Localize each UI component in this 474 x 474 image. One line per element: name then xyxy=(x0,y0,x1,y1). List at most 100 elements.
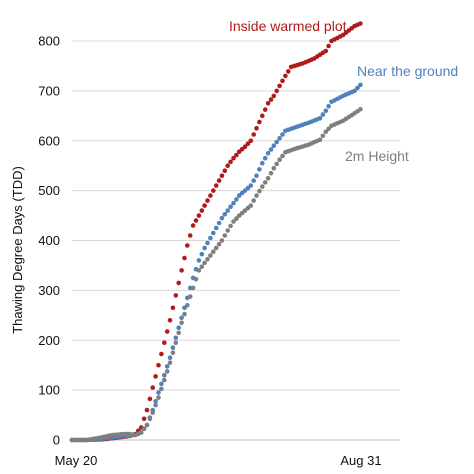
data-point xyxy=(202,260,207,266)
data-point xyxy=(248,138,254,144)
data-point xyxy=(260,160,265,166)
data-point xyxy=(265,175,271,181)
data-point xyxy=(205,256,210,262)
data-point xyxy=(167,355,173,361)
gridlines xyxy=(72,40,400,391)
data-point xyxy=(153,402,158,408)
data-point xyxy=(262,155,268,161)
y-tick-label: 400 xyxy=(38,233,60,248)
data-point xyxy=(280,153,285,159)
data-point xyxy=(187,294,193,299)
data-point xyxy=(245,141,251,146)
data-point xyxy=(228,223,233,229)
data-point xyxy=(228,204,233,210)
data-point xyxy=(185,303,190,308)
data-point xyxy=(326,104,331,109)
data-point xyxy=(164,369,170,374)
data-point xyxy=(317,137,323,143)
data-point xyxy=(176,325,181,331)
series-label-2m-height: 2m Height xyxy=(345,148,409,164)
data-point xyxy=(173,335,179,341)
data-point xyxy=(144,422,150,428)
data-point xyxy=(358,21,363,26)
data-point xyxy=(355,85,360,91)
data-point xyxy=(182,255,187,261)
data-point xyxy=(260,184,265,189)
data-point xyxy=(211,188,216,193)
data-point xyxy=(208,253,213,258)
data-point xyxy=(225,163,230,168)
data-point xyxy=(170,305,176,311)
data-point xyxy=(147,396,153,402)
data-point xyxy=(271,93,277,99)
data-point xyxy=(196,258,202,263)
data-point xyxy=(213,245,219,251)
data-point xyxy=(164,329,170,334)
data-point xyxy=(222,212,228,217)
data-point xyxy=(254,173,259,178)
data-point xyxy=(162,372,167,378)
data-point xyxy=(231,155,236,161)
data-point xyxy=(265,150,271,156)
data-point xyxy=(251,198,256,203)
data-point xyxy=(170,350,176,356)
data-point xyxy=(208,193,213,198)
data-point xyxy=(213,225,219,231)
series-label-inside-warmed-plot: Inside warmed plot xyxy=(229,18,347,34)
data-point xyxy=(283,73,288,79)
data-point xyxy=(179,268,184,273)
data-point xyxy=(173,293,179,298)
series-label-near-the-ground: Near the ground xyxy=(357,63,458,79)
x-tick-label: May 20 xyxy=(55,453,98,468)
data-point xyxy=(317,116,323,121)
data-point xyxy=(248,183,254,188)
y-tick-label: 200 xyxy=(38,333,60,348)
data-point xyxy=(153,399,158,404)
y-tick-label: 600 xyxy=(38,133,60,148)
data-point xyxy=(225,228,230,233)
data-point xyxy=(251,132,256,137)
data-point xyxy=(280,132,285,137)
data-point xyxy=(222,233,228,238)
data-point xyxy=(164,364,170,369)
data-point xyxy=(271,143,277,148)
data-point xyxy=(286,69,291,74)
data-point xyxy=(268,170,274,176)
data-point xyxy=(274,139,280,145)
data-point xyxy=(262,180,268,185)
data-point xyxy=(179,315,184,321)
data-point xyxy=(162,340,167,346)
data-series xyxy=(69,21,363,443)
data-point xyxy=(222,168,228,173)
data-point xyxy=(162,377,167,383)
data-point xyxy=(320,112,326,117)
data-point xyxy=(213,183,219,188)
data-point xyxy=(216,220,222,226)
data-point xyxy=(248,203,254,208)
data-point xyxy=(196,213,202,218)
data-point xyxy=(274,88,280,94)
data-point xyxy=(190,223,196,228)
data-point xyxy=(205,240,210,246)
data-point xyxy=(176,280,181,286)
data-point xyxy=(138,430,144,435)
data-point xyxy=(271,165,277,171)
data-point xyxy=(254,126,259,131)
data-point xyxy=(141,416,147,422)
y-tick-label: 500 xyxy=(38,183,60,198)
data-point xyxy=(260,113,265,119)
data-point xyxy=(228,159,233,165)
data-point xyxy=(277,136,282,141)
y-tick-label: 700 xyxy=(38,83,60,98)
series-inside-warmed-plot xyxy=(69,21,363,443)
data-point xyxy=(216,178,222,183)
data-point xyxy=(159,351,164,357)
data-point xyxy=(159,386,164,392)
y-tick-label: 300 xyxy=(38,283,60,298)
y-axis-ticks: 0 100 200 300 400 500 600 700 800 xyxy=(38,34,60,448)
data-point xyxy=(199,208,205,213)
data-point xyxy=(156,362,161,368)
data-point xyxy=(205,198,210,203)
data-point xyxy=(358,107,363,112)
data-point xyxy=(190,285,196,291)
